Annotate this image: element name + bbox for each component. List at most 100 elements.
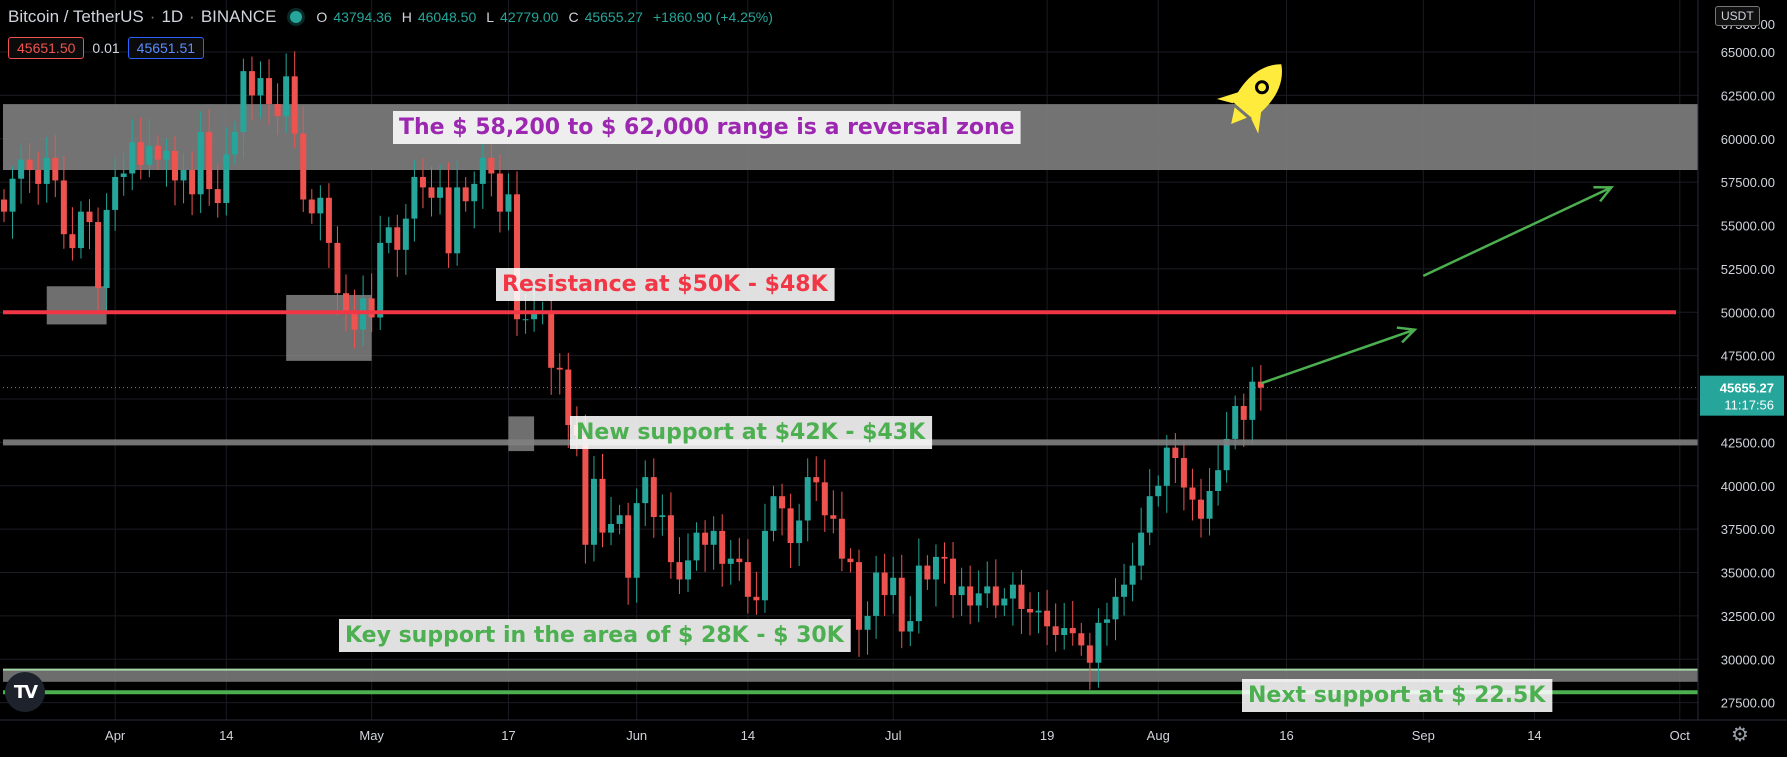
candle-body <box>873 572 880 616</box>
candle-body <box>1180 458 1187 488</box>
candle-body <box>266 78 273 105</box>
exchange: BINANCE <box>200 7 277 26</box>
time-tick-label: May <box>359 728 384 743</box>
candle-body <box>419 176 426 188</box>
candle-body <box>343 293 349 311</box>
candle-body <box>1078 633 1085 646</box>
candle-body <box>642 477 649 504</box>
candle-body <box>18 159 25 179</box>
ohlc-value: 45655.27 <box>584 9 643 25</box>
price-tick-label: 52500.00 <box>1721 262 1775 277</box>
candle-body <box>402 218 409 250</box>
candle-body <box>1044 610 1051 627</box>
candle-body <box>1189 487 1196 500</box>
candle-body <box>377 242 384 318</box>
candle-body <box>556 367 563 370</box>
candle-body <box>941 556 948 559</box>
candle-body <box>223 154 230 203</box>
tradingview-logo-icon[interactable]: TV <box>5 672 45 712</box>
candle-body <box>445 187 452 254</box>
candle-body <box>291 76 298 134</box>
candle-body <box>351 310 358 330</box>
price-tick-label: 40000.00 <box>1721 479 1775 494</box>
candle-body <box>1163 447 1170 486</box>
time-tick-label: 14 <box>1527 728 1541 743</box>
candle-body <box>838 518 845 559</box>
candle-body <box>779 496 786 509</box>
candle-body <box>1112 596 1119 620</box>
candles <box>1 51 1264 690</box>
candle-body <box>727 558 734 564</box>
candle-body <box>43 157 50 184</box>
reversal-zone-label-background <box>393 111 1021 144</box>
next-support-label: Next support at $ 22.5K <box>1248 683 1546 708</box>
interval[interactable]: 1D <box>161 7 184 26</box>
sell-price-button[interactable]: 45651.50 <box>8 37 85 59</box>
candle-body <box>1232 405 1239 439</box>
candle-body <box>650 477 657 518</box>
price-tick-label: 60000.00 <box>1721 132 1775 147</box>
price-tick-label: 32500.00 <box>1721 609 1775 624</box>
candle-body <box>240 71 247 132</box>
key-support-label: Key support in the area of $ 28K - $ 30K <box>345 623 845 648</box>
candle-body <box>1018 584 1025 609</box>
reversal-zone-label: The $ 58,200 to $ 62,000 range is a reve… <box>399 115 1015 140</box>
candle-body <box>744 562 751 597</box>
time-tick-label: 14 <box>219 728 233 743</box>
time-tick-label: Apr <box>105 728 126 743</box>
candle-body <box>52 157 59 181</box>
candle-body <box>719 530 726 564</box>
candle-body <box>1027 608 1033 613</box>
candle-body <box>813 477 820 483</box>
symbol-name[interactable]: Bitcoin / TetherUS <box>8 7 144 26</box>
trend-arrows <box>1260 185 1615 385</box>
candle-body <box>676 562 683 580</box>
candle-body <box>702 532 709 545</box>
candle-body <box>95 222 102 288</box>
candle-body <box>163 150 170 160</box>
candle-body <box>283 76 290 117</box>
candle-body <box>325 197 332 243</box>
price-tick-label: 42500.00 <box>1721 435 1775 450</box>
candle-body <box>950 558 957 596</box>
candle-body <box>1095 622 1102 663</box>
rocket-icon <box>1216 64 1282 134</box>
candle-body <box>1009 584 1016 599</box>
countdown-value: 11:17:56 <box>1724 398 1774 413</box>
price-tick-label: 37500.00 <box>1721 522 1775 537</box>
candle-body <box>1138 532 1145 566</box>
support-box <box>508 416 535 452</box>
candle-body <box>531 314 538 320</box>
last-price-value: 45655.27 <box>1720 381 1774 396</box>
candle-body <box>257 78 264 96</box>
price-tick-label: 47500.00 <box>1721 349 1775 364</box>
annotation-labels: The $ 58,200 to $ 62,000 range is a reve… <box>339 111 1553 712</box>
candle-body <box>915 565 922 622</box>
candle-body <box>308 199 315 214</box>
price-tick-label: 35000.00 <box>1721 566 1775 581</box>
status-dot-icon <box>290 11 303 23</box>
candle-body <box>804 477 811 521</box>
time-tick-label: 14 <box>741 728 755 743</box>
trend-arrow-line <box>1422 186 1612 277</box>
price-tick-label: 27500.00 <box>1721 696 1775 711</box>
time-tick-label: Sep <box>1412 728 1435 743</box>
candle-body <box>1001 598 1008 606</box>
candle-body <box>685 560 691 580</box>
time-tick-label: Jul <box>885 728 902 743</box>
candle-body <box>1052 626 1059 635</box>
currency-button[interactable]: USDT <box>1715 6 1760 26</box>
new-support-label: New support at $42K - $43K <box>576 420 926 445</box>
gear-icon[interactable]: ⚙ <box>1731 724 1749 746</box>
candle-body <box>172 150 178 181</box>
support-box <box>46 286 107 325</box>
buy-price-button[interactable]: 45651.51 <box>127 37 205 59</box>
candle-body <box>154 145 161 160</box>
candle-body <box>1069 628 1076 634</box>
candle-body <box>86 211 93 223</box>
candle-body <box>60 180 67 235</box>
resistance-label: Resistance at $50K - $48K <box>502 272 829 297</box>
candle-body <box>1103 619 1110 623</box>
